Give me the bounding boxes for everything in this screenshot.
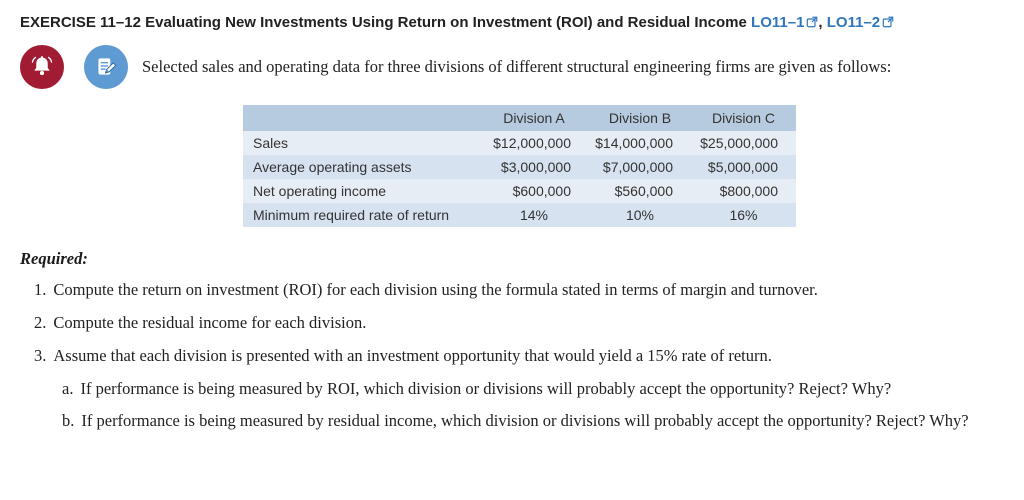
required-item-3: 3. Assume that each division is presente…: [34, 344, 1004, 368]
required-item-3a: a. If performance is being measured by R…: [62, 377, 992, 401]
row-label: Minimum required rate of return: [243, 202, 479, 227]
column-header-blank: [243, 104, 479, 131]
page-title: EXERCISE 11–12 Evaluating New Investment…: [20, 12, 992, 35]
cell-value: $600,000: [479, 178, 589, 203]
table-row-net-operating-income: Net operating income $600,000 $560,000 $…: [243, 178, 796, 203]
column-header-division-c: Division C: [691, 104, 796, 131]
item-text: Compute the residual income for each div…: [53, 312, 367, 332]
cell-value: $7,000,000: [589, 154, 691, 179]
external-link-icon: [806, 13, 818, 35]
item-letter: b.: [62, 411, 75, 431]
alarm-bell-icon[interactable]: [20, 44, 64, 89]
table-row-sales: Sales $12,000,000 $14,000,000 $25,000,00…: [243, 130, 796, 155]
exercise-title-text: Evaluating New Investments Using Return …: [145, 14, 747, 31]
item-text: Assume that each division is presented w…: [53, 345, 772, 365]
division-data-table: Division A Division B Division C Sales $…: [243, 104, 796, 227]
item-text: Compute the return on investment (ROI) f…: [53, 279, 818, 299]
exercise-label: EXERCISE 11–12: [20, 14, 141, 31]
learning-objective-link-2[interactable]: LO11–2: [827, 14, 894, 31]
table-row-average-operating-assets: Average operating assets $3,000,000 $7,0…: [243, 154, 796, 179]
item-number: 1.: [34, 279, 47, 299]
cell-value: $12,000,000: [479, 130, 589, 155]
item-text: If performance is being measured by ROI,…: [80, 378, 892, 398]
row-label: Sales: [243, 130, 479, 155]
title-comma: ,: [818, 14, 823, 31]
cell-value: $14,000,000: [589, 130, 691, 155]
intro-text: Selected sales and operating data for th…: [142, 56, 892, 76]
required-item-1: 1. Compute the return on investment (ROI…: [34, 278, 1004, 302]
item-text: If performance is being measured by resi…: [81, 411, 969, 431]
required-item-2: 2. Compute the residual income for each …: [34, 311, 1004, 335]
item-number: 3.: [34, 345, 47, 365]
intro-row: Selected sales and operating data for th…: [20, 44, 1004, 89]
table-header-row: Division A Division B Division C: [243, 104, 796, 131]
row-label: Net operating income: [243, 178, 479, 203]
cell-value: $25,000,000: [691, 130, 796, 155]
cell-value: 10%: [589, 202, 691, 227]
exercise-page: EXERCISE 11–12 Evaluating New Investment…: [20, 12, 1004, 433]
row-label: Average operating assets: [243, 154, 479, 179]
required-item-3b: b. If performance is being measured by r…: [62, 409, 992, 433]
cell-value: $800,000: [691, 178, 796, 203]
item-letter: a.: [62, 378, 74, 398]
cell-value: $3,000,000: [479, 154, 589, 179]
cell-value: 14%: [479, 202, 589, 227]
external-link-icon: [882, 13, 894, 35]
column-header-division-b: Division B: [589, 104, 691, 131]
item-number: 2.: [34, 312, 47, 332]
column-header-division-a: Division A: [479, 104, 589, 131]
learning-objective-link-1[interactable]: LO11–1: [751, 14, 818, 31]
cell-value: $560,000: [589, 178, 691, 203]
cell-value: $5,000,000: [691, 154, 796, 179]
writing-worksheet-icon[interactable]: [84, 44, 128, 89]
cell-value: 16%: [691, 202, 796, 227]
required-heading: Required:: [20, 248, 88, 268]
table-row-minimum-required-rate: Minimum required rate of return 14% 10% …: [243, 202, 796, 227]
